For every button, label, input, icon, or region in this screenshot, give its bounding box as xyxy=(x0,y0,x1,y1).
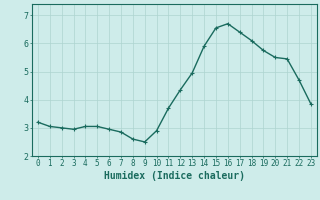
X-axis label: Humidex (Indice chaleur): Humidex (Indice chaleur) xyxy=(104,171,245,181)
